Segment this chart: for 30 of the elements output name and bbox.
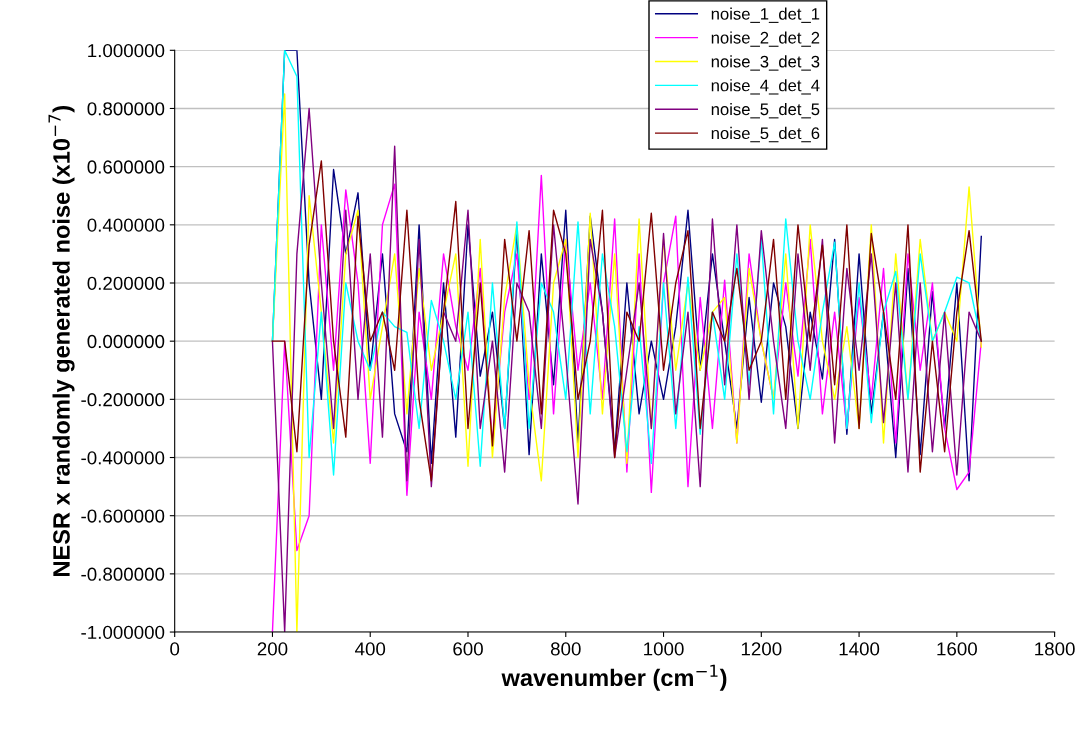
y-tick-label: -0.600000 <box>81 509 165 523</box>
y-tick-label: 0.800000 <box>87 102 165 116</box>
x-tick-label: 1200 <box>741 642 782 656</box>
y-tick-label: 0.200000 <box>87 276 165 290</box>
x-tick-label: 1800 <box>1035 642 1075 656</box>
y-tick-label: -0.800000 <box>81 567 165 581</box>
legend-label: noise_2_det_2 <box>711 31 820 47</box>
line-series <box>271 160 982 482</box>
y-tick-label: 0.600000 <box>87 160 165 174</box>
x-tick-label: 0 <box>170 642 180 656</box>
legend-label: noise_5_det_6 <box>711 126 820 143</box>
legend-label: noise_4_det_4 <box>711 79 820 95</box>
y-tick-label: 1.000000 <box>88 44 165 58</box>
x-tick-label: 400 <box>355 642 386 656</box>
x-tick-label: 1400 <box>839 642 880 656</box>
x-tick-label: 800 <box>550 642 581 656</box>
y-tick-label: -1.000000 <box>81 625 165 640</box>
x-axis-title: wavenumber (cm$^{−1}$) <box>501 664 727 691</box>
x-tick-label: 1000 <box>644 642 684 656</box>
y-tick-label: 0.000000 <box>87 334 165 349</box>
x-tick-label: 1600 <box>937 642 977 656</box>
legend-label: noise_5_det_5 <box>711 103 820 119</box>
legend-label: noise_3_det_3 <box>711 55 820 71</box>
y-tick-label: -0.200000 <box>81 393 165 407</box>
y-axis-title: NESR x randomly generated noise (x10$^{−7}$) <box>48 106 75 576</box>
y-tick-label: 0.400000 <box>87 218 165 232</box>
x-tick-label: 200 <box>257 642 288 656</box>
x-tick-label: 600 <box>453 642 483 656</box>
y-tick-label: -0.400000 <box>81 451 165 465</box>
legend-label: noise_1_det_1 <box>711 7 820 23</box>
